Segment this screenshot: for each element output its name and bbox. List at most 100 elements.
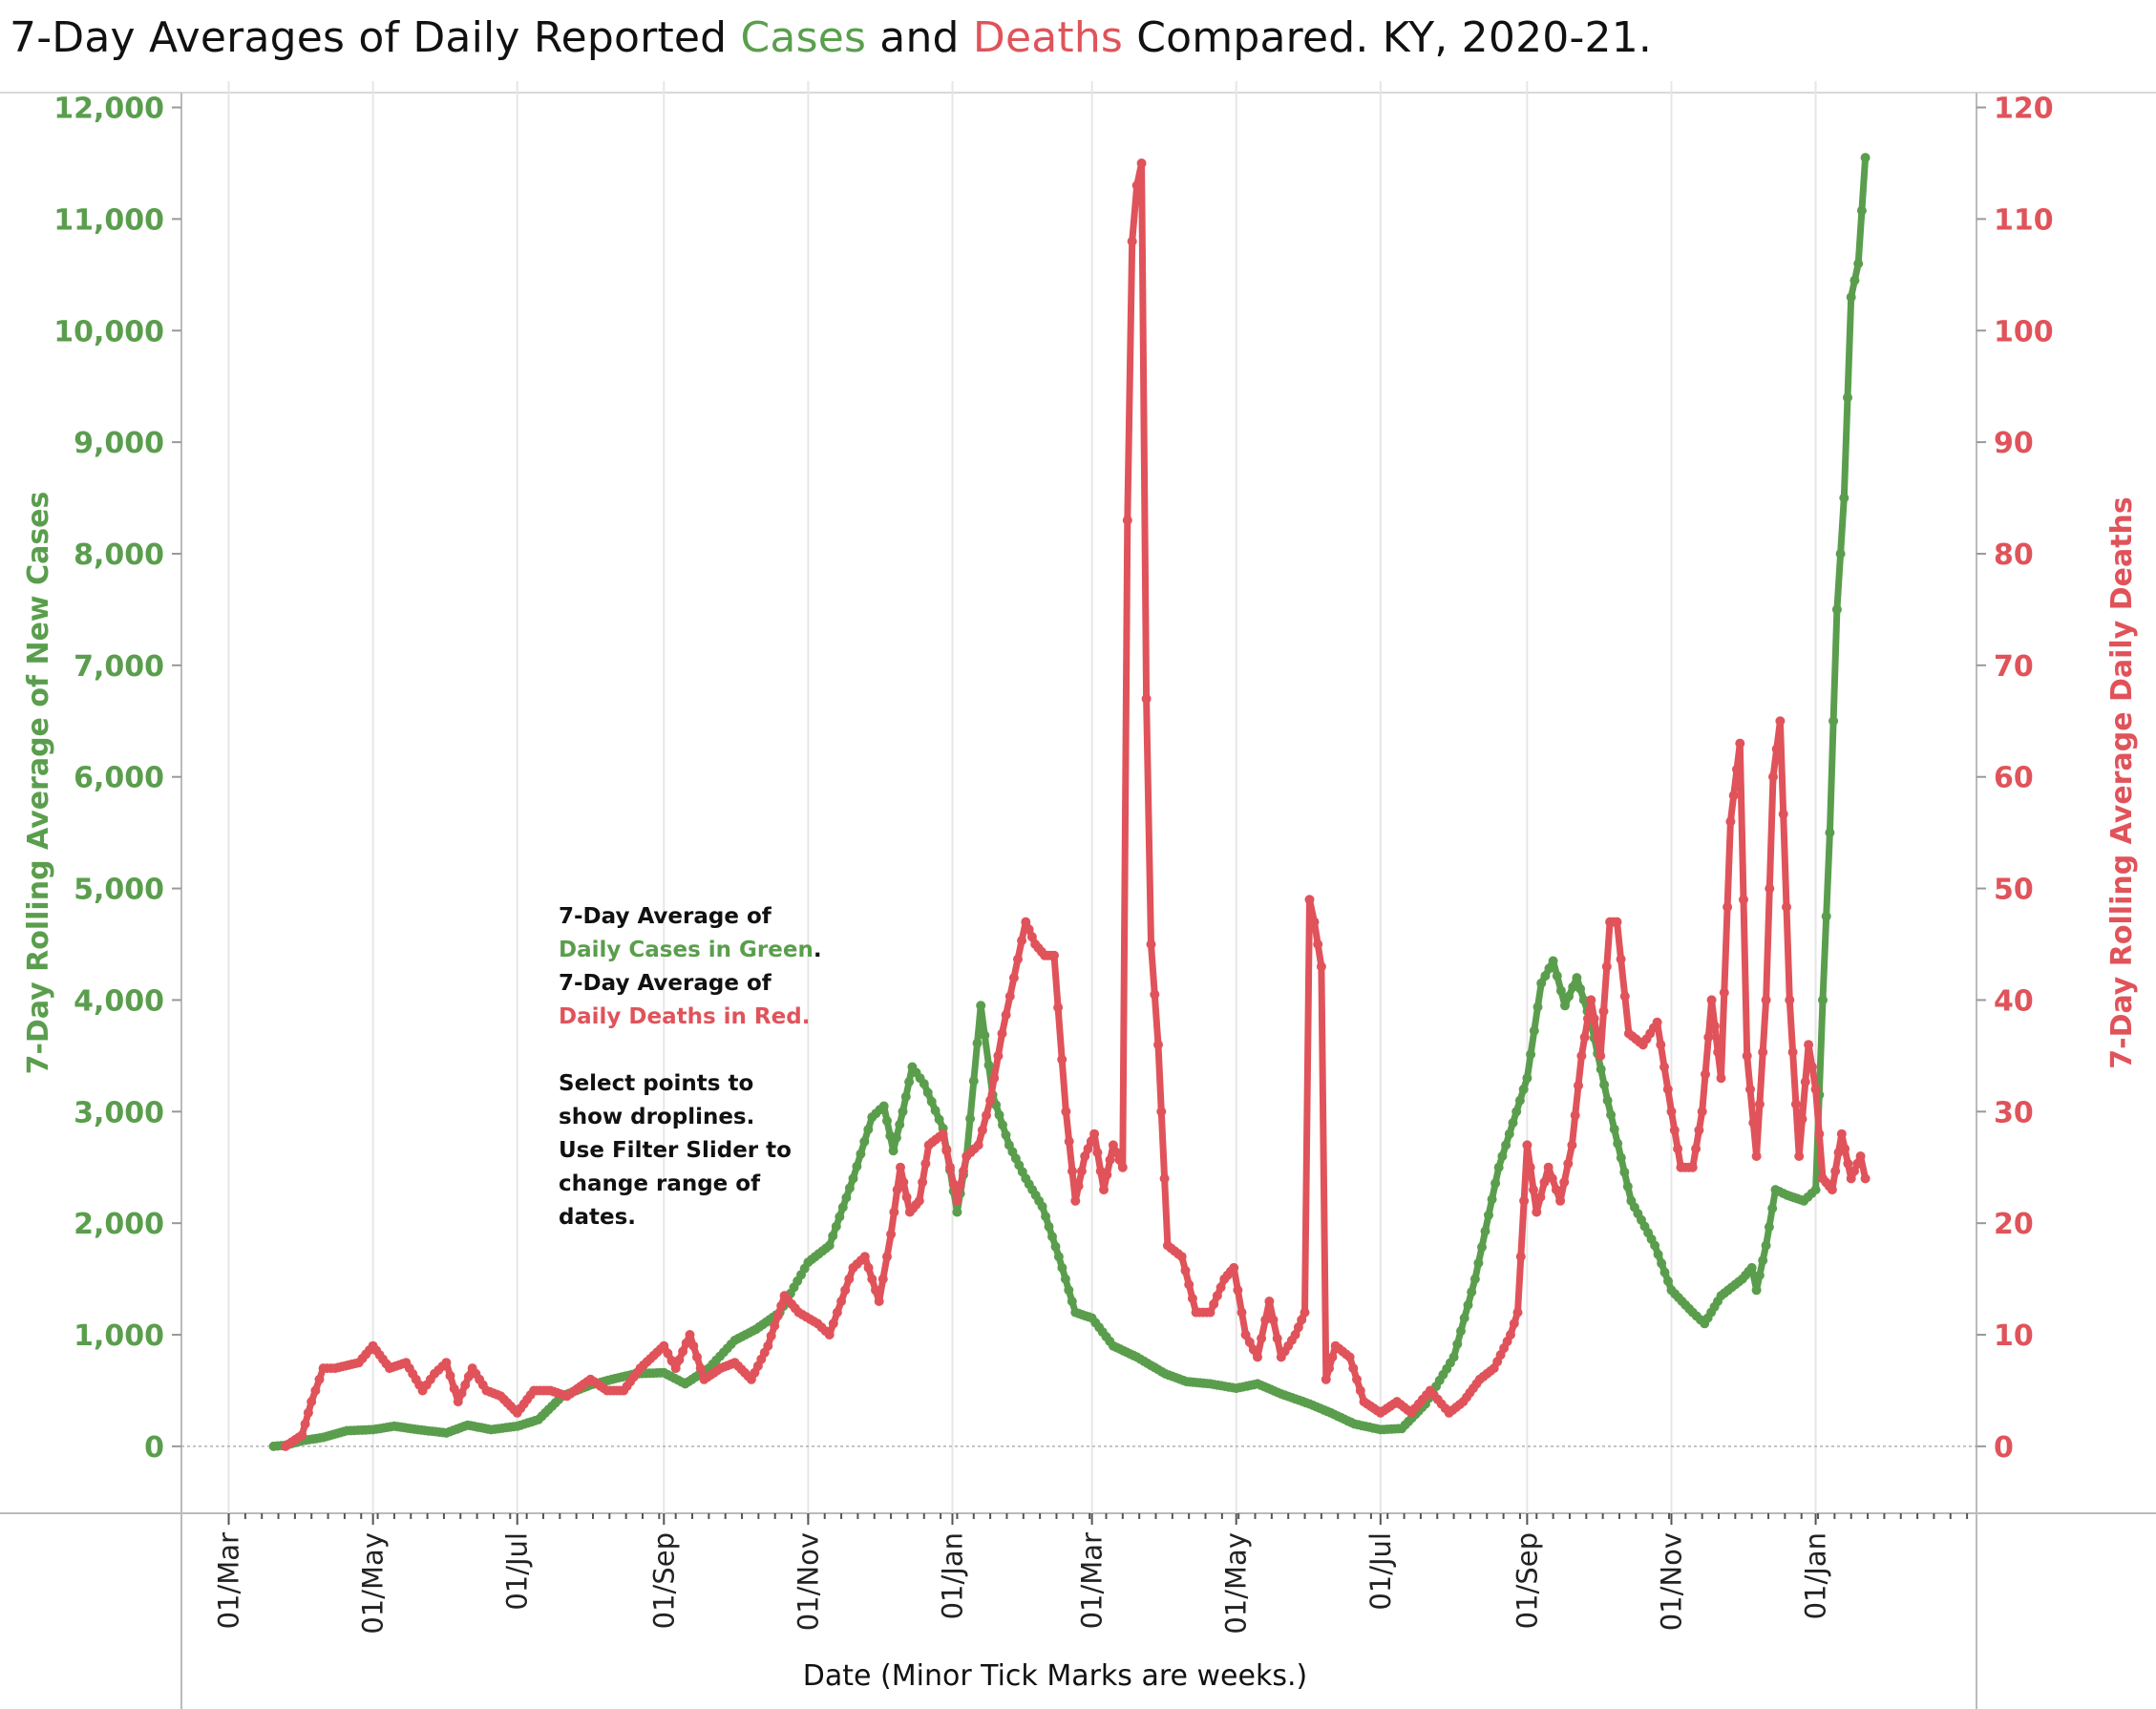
cases-point — [1846, 292, 1856, 303]
deaths-point — [1574, 1081, 1583, 1090]
cases-point — [934, 1114, 944, 1125]
deaths-point — [766, 1331, 776, 1341]
cases-point — [998, 1120, 1007, 1130]
annotation-line6: show droplines. — [559, 1105, 755, 1129]
annotation-line3: 7-Day Average of — [559, 971, 772, 996]
cases-point — [900, 1091, 911, 1102]
deaths-point — [1785, 995, 1795, 1005]
cases-point — [1504, 1129, 1514, 1139]
deaths-point — [892, 1185, 902, 1195]
deaths-point — [1253, 1352, 1262, 1362]
right-axis-tick-label: 0 — [1994, 1431, 2014, 1465]
deaths-point — [1017, 936, 1027, 946]
cases-point — [1508, 1118, 1518, 1128]
deaths-point — [1141, 693, 1152, 704]
deaths-point — [441, 1358, 452, 1368]
deaths-point — [1049, 950, 1059, 960]
deaths-point — [1153, 1040, 1163, 1050]
deaths-point — [1114, 1154, 1125, 1165]
left-axis-tick-label: 1,000 — [74, 1319, 164, 1353]
right-axis-tick-label: 10 — [1994, 1319, 2034, 1353]
deaths-point — [1840, 1144, 1850, 1154]
deaths-point — [1761, 995, 1771, 1005]
right-axis-tick-label: 110 — [1994, 203, 2054, 237]
deaths-point — [1673, 1144, 1683, 1154]
cases-point — [1044, 1221, 1054, 1232]
deaths-point — [1008, 973, 1019, 983]
cases-point — [930, 1106, 941, 1116]
deaths-point — [1739, 895, 1748, 905]
deaths-point — [1136, 158, 1147, 168]
cases-point — [1575, 983, 1586, 994]
cases-point — [1552, 971, 1562, 981]
deaths-point — [1013, 954, 1023, 964]
deaths-point — [1026, 932, 1037, 942]
deaths-point — [1205, 1307, 1215, 1318]
cases-point — [983, 1060, 994, 1070]
cases-point — [952, 1207, 962, 1217]
cases-point — [1452, 1339, 1463, 1349]
deaths-point — [1814, 1129, 1825, 1139]
deaths-point — [1506, 1330, 1515, 1340]
cases-point — [841, 1192, 852, 1203]
deaths-point — [1703, 1032, 1714, 1043]
deaths-point — [1551, 1185, 1561, 1195]
annotation-punct: . — [813, 938, 822, 962]
cases-point — [1490, 1178, 1501, 1189]
cases-point — [856, 1149, 866, 1159]
deaths-point — [1810, 1084, 1821, 1094]
deaths-point — [1719, 987, 1729, 998]
deaths-point — [1257, 1333, 1267, 1343]
cases-point — [1767, 1203, 1778, 1213]
deaths-point — [1830, 1166, 1841, 1176]
deaths-point — [1105, 1154, 1115, 1165]
deaths-point — [1240, 1330, 1251, 1340]
deaths-point — [993, 1050, 1004, 1061]
deaths-point — [1324, 1363, 1335, 1374]
deaths-point — [1765, 883, 1775, 894]
deaths-point — [314, 1374, 325, 1384]
deaths-point — [1076, 1166, 1087, 1176]
x-axis-tick-label: 01/Jul — [501, 1532, 534, 1611]
deaths-point — [1797, 1114, 1807, 1125]
deaths-point — [1244, 1337, 1255, 1347]
cases-point — [1602, 1095, 1613, 1106]
x-axis-tick-label: 01/Sep — [647, 1532, 680, 1629]
annotation-deaths-label: Daily Deaths in Red. — [559, 1004, 811, 1029]
x-axis-tick-label: 01/Nov — [1655, 1532, 1687, 1631]
deaths-point — [1539, 1177, 1550, 1188]
deaths-point — [901, 1192, 912, 1202]
deaths-point — [1748, 1118, 1759, 1128]
deaths-point — [1706, 995, 1717, 1005]
cases-point — [837, 1202, 848, 1213]
deaths-point — [840, 1285, 851, 1296]
cases-point — [1501, 1140, 1511, 1150]
annotation-line5: Select points to — [559, 1071, 754, 1096]
deaths-point — [1596, 1050, 1606, 1061]
cases-point — [1469, 1274, 1480, 1284]
deaths-point — [1073, 1181, 1084, 1192]
deaths-point — [1127, 236, 1137, 246]
deaths-point — [1024, 924, 1034, 935]
cases-point — [1596, 1064, 1606, 1074]
deaths-point — [1860, 1173, 1871, 1184]
deaths-point — [920, 1158, 931, 1169]
deaths-point — [1570, 1110, 1580, 1121]
deaths-point — [1092, 1148, 1103, 1158]
cases-point — [1522, 1073, 1532, 1084]
cases-point — [1568, 981, 1578, 992]
deaths-point — [952, 1195, 962, 1206]
cases-point — [1526, 1049, 1536, 1060]
x-axis-tick-label: 01/Nov — [792, 1532, 824, 1631]
deaths-point — [1723, 902, 1733, 912]
x-axis-tick-label: 01/Jul — [1364, 1532, 1397, 1611]
cases-point — [882, 1116, 892, 1126]
cases-point — [1484, 1210, 1493, 1220]
deaths-point — [1745, 1084, 1755, 1094]
deaths-point — [1348, 1363, 1359, 1374]
deaths-point — [1732, 764, 1742, 774]
cases-point — [1463, 1299, 1473, 1310]
cases-point — [1818, 995, 1828, 1005]
deaths-point — [1691, 1144, 1702, 1154]
